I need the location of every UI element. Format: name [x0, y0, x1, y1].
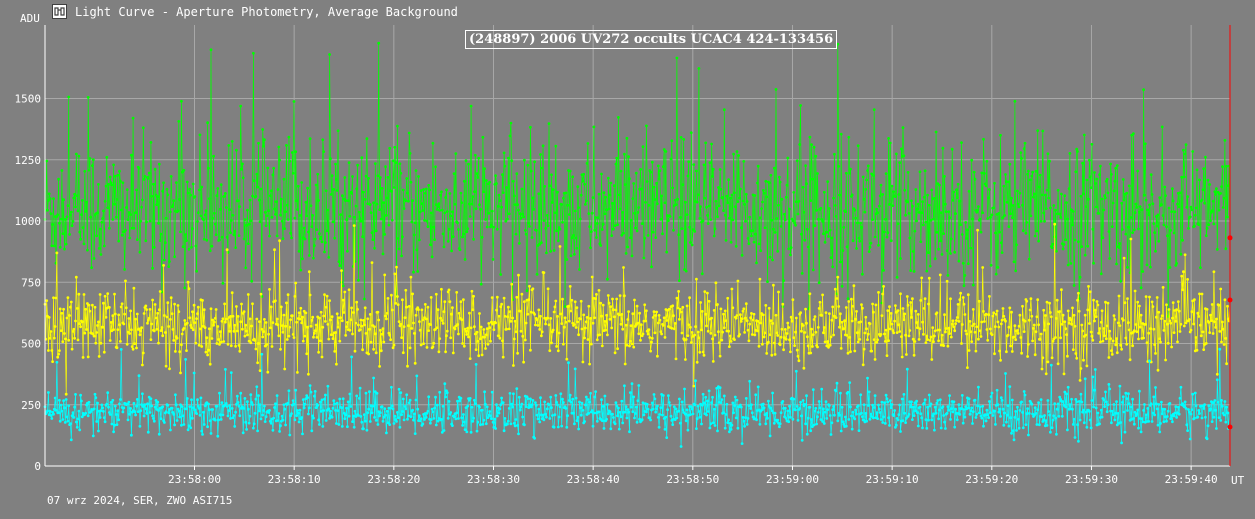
y-tick-label: 250	[21, 399, 41, 412]
x-tick-label: 23:59:20	[965, 473, 1018, 486]
cursor-marker	[1227, 297, 1233, 303]
cursor-marker	[1227, 424, 1233, 430]
y-tick-label: 500	[21, 338, 41, 351]
x-tick-label: 23:59:10	[866, 473, 919, 486]
y-tick-label: 750	[21, 276, 41, 289]
y-tick-label: 1250	[15, 154, 42, 167]
axes-layer	[44, 25, 1233, 470]
x-axis-label: UT	[1231, 474, 1245, 487]
x-tick-label: 23:58:20	[367, 473, 420, 486]
x-tick-label: 23:59:00	[766, 473, 819, 486]
x-tick-label: 23:58:30	[467, 473, 520, 486]
series-points-cyan	[43, 347, 1232, 448]
series-line-green	[44, 43, 1231, 317]
tick-labels: 0 250 500 750 1000 1250 1500 23:58:00 23:58:10 23…	[15, 93, 1218, 487]
x-tick-label: 23:58:10	[268, 473, 321, 486]
series-line-yellow	[44, 224, 1231, 395]
app-icon	[52, 4, 67, 19]
series-line-cyan	[44, 349, 1231, 447]
x-tick-label: 23:59:30	[1065, 473, 1118, 486]
cursor-marker	[1227, 235, 1233, 241]
x-tick-label: 23:59:40	[1165, 473, 1218, 486]
y-axis-label: ADU	[20, 12, 40, 25]
series-yellow	[43, 222, 1232, 396]
y-tick-label: 0	[34, 460, 41, 473]
footer-info: 07 wrz 2024, SER, ZWO ASI715	[47, 494, 233, 507]
series-points-green	[43, 41, 1232, 318]
x-tick-label: 23:58:40	[567, 473, 620, 486]
x-tick-label: 23:58:50	[666, 473, 719, 486]
x-tick-label: 23:58:00	[168, 473, 221, 486]
series-cyan	[43, 347, 1232, 448]
series-green	[43, 41, 1232, 318]
window-title: Light Curve - Aperture Photometry, Avera…	[75, 5, 458, 19]
chart-title: (248897) 2006 UV272 occults UCAC4 424-13…	[465, 30, 838, 49]
series-layer	[43, 41, 1232, 448]
y-tick-label: 1500	[15, 93, 42, 106]
y-tick-label: 1000	[15, 215, 42, 228]
